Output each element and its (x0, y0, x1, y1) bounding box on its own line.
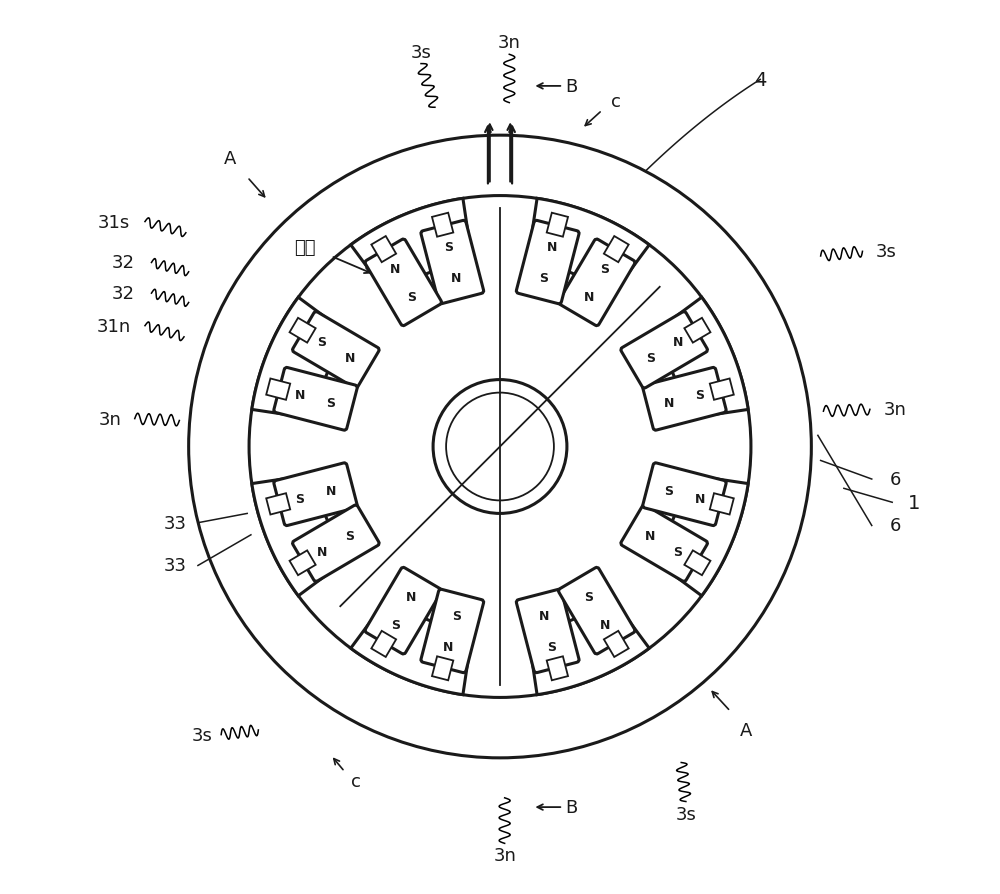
Polygon shape (266, 493, 290, 515)
FancyBboxPatch shape (643, 463, 726, 526)
Polygon shape (604, 631, 629, 657)
Text: S: S (345, 529, 354, 542)
Circle shape (189, 136, 811, 758)
Text: S: S (444, 240, 453, 254)
Text: N: N (317, 545, 327, 558)
Polygon shape (351, 598, 472, 695)
Polygon shape (290, 551, 316, 576)
Circle shape (249, 197, 751, 697)
Text: N: N (583, 291, 594, 303)
Text: N: N (390, 263, 400, 275)
Text: S: S (391, 619, 400, 631)
Text: N: N (695, 493, 705, 505)
Text: N: N (547, 240, 557, 254)
Polygon shape (651, 298, 748, 419)
Text: S: S (695, 389, 704, 401)
FancyBboxPatch shape (643, 368, 726, 431)
Text: 6: 6 (889, 517, 901, 535)
FancyBboxPatch shape (621, 312, 707, 389)
Polygon shape (651, 475, 748, 596)
FancyBboxPatch shape (516, 590, 579, 673)
Text: N: N (600, 619, 610, 631)
Polygon shape (252, 298, 349, 419)
Text: S: S (327, 397, 336, 409)
Text: 3n: 3n (98, 410, 121, 428)
Text: N: N (295, 389, 305, 401)
Text: A: A (224, 150, 237, 168)
Text: 3s: 3s (411, 44, 431, 62)
Polygon shape (547, 656, 568, 680)
Polygon shape (684, 551, 710, 576)
Text: 3s: 3s (875, 243, 896, 261)
Polygon shape (371, 631, 396, 657)
FancyBboxPatch shape (558, 240, 635, 326)
Text: 33: 33 (163, 557, 186, 575)
Polygon shape (528, 199, 649, 296)
Text: 32: 32 (112, 285, 135, 303)
Text: 3s: 3s (675, 805, 696, 822)
Text: S: S (584, 591, 593, 603)
FancyBboxPatch shape (293, 505, 379, 582)
FancyBboxPatch shape (421, 590, 484, 673)
Text: 3n: 3n (498, 34, 521, 52)
Text: B: B (565, 78, 577, 96)
Text: 32: 32 (112, 254, 135, 272)
Text: N: N (539, 609, 549, 622)
Text: N: N (645, 529, 656, 542)
Polygon shape (710, 493, 734, 515)
Text: N: N (443, 640, 453, 654)
Text: S: S (318, 336, 327, 349)
Text: S: S (600, 263, 609, 275)
Polygon shape (432, 214, 453, 238)
Polygon shape (266, 379, 290, 401)
Text: S: S (296, 493, 305, 505)
Polygon shape (351, 199, 472, 296)
FancyBboxPatch shape (621, 505, 707, 582)
FancyBboxPatch shape (558, 568, 635, 654)
Text: A: A (740, 721, 752, 739)
FancyBboxPatch shape (274, 368, 357, 431)
Text: 31s: 31s (98, 214, 130, 232)
FancyBboxPatch shape (516, 221, 579, 304)
Text: 33: 33 (163, 514, 186, 532)
Text: S: S (407, 291, 416, 303)
Text: N: N (406, 591, 417, 603)
Text: 1: 1 (907, 493, 920, 512)
Polygon shape (371, 237, 396, 263)
Polygon shape (547, 214, 568, 238)
Text: N: N (326, 485, 336, 497)
Text: N: N (673, 336, 683, 349)
Text: S: S (646, 352, 655, 365)
Text: 磁通: 磁通 (294, 239, 316, 257)
FancyBboxPatch shape (421, 221, 484, 304)
Polygon shape (604, 237, 629, 263)
Polygon shape (528, 598, 649, 695)
Text: S: S (664, 485, 673, 497)
Polygon shape (710, 379, 734, 401)
Text: N: N (344, 352, 355, 365)
Text: N: N (451, 272, 461, 285)
FancyBboxPatch shape (365, 568, 442, 654)
FancyBboxPatch shape (274, 463, 357, 526)
Text: c: c (351, 772, 361, 790)
Text: S: S (539, 272, 548, 285)
Text: 31n: 31n (97, 317, 131, 335)
Text: 3n: 3n (493, 847, 516, 864)
Text: c: c (611, 93, 621, 111)
Polygon shape (290, 318, 316, 343)
Text: 6: 6 (889, 470, 901, 488)
FancyBboxPatch shape (365, 240, 442, 326)
Text: S: S (452, 609, 461, 622)
Text: 3s: 3s (192, 726, 213, 744)
Polygon shape (684, 318, 710, 343)
Polygon shape (252, 475, 349, 596)
Text: B: B (565, 798, 577, 816)
Text: S: S (673, 545, 682, 558)
Text: 3n: 3n (884, 401, 906, 419)
Text: S: S (547, 640, 556, 654)
Text: 4: 4 (754, 71, 766, 89)
FancyBboxPatch shape (293, 312, 379, 389)
Polygon shape (432, 656, 453, 680)
Text: N: N (664, 397, 674, 409)
